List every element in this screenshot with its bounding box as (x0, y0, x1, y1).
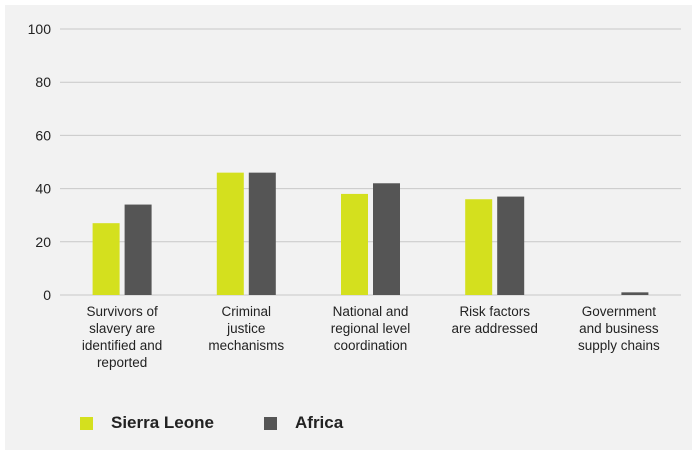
bar-sierra-leone (216, 172, 244, 295)
bar-sierra-leone (341, 193, 368, 295)
bar-africa (497, 196, 525, 295)
legend-item-sierra-leone: Sierra Leone (80, 413, 214, 433)
bar-africa (124, 204, 152, 295)
y-tick-label: 40 (35, 181, 51, 197)
x-tick-label: Survivors of slavery are identified and rep… (82, 304, 162, 370)
y-tick-label: 0 (43, 287, 51, 303)
bar-africa (373, 183, 400, 295)
chart-panel: 0 20 40 60 80 100 Survivors of slavery are ident… (5, 5, 692, 450)
x-tick-label: Government and business supply chains (578, 304, 660, 353)
bar-africa (621, 292, 649, 295)
bar-chart: 0 20 40 60 80 100 Survivors of slavery are ident… (28, 21, 681, 370)
y-tick-label: 100 (28, 21, 52, 37)
chart-legend: Sierra Leone Africa (80, 413, 393, 433)
y-tick-label: 20 (35, 234, 51, 250)
x-tick-label: Criminal justice mechanisms (208, 304, 284, 353)
bar-sierra-leone (465, 199, 493, 295)
legend-label-africa: Africa (295, 413, 344, 432)
bar-africa (248, 172, 276, 295)
y-tick-label: 60 (35, 127, 51, 143)
legend-item-africa: Africa (264, 413, 343, 433)
legend-label-sierra-leone: Sierra Leone (111, 413, 214, 432)
x-tick-label: Risk factors are addressed (452, 304, 538, 336)
y-tick-label: 80 (35, 74, 51, 90)
legend-swatch-africa (264, 416, 277, 430)
x-tick-label: National and regional level coordination (331, 304, 411, 353)
bar-sierra-leone (92, 223, 120, 295)
legend-swatch-sierra-leone (80, 416, 93, 430)
